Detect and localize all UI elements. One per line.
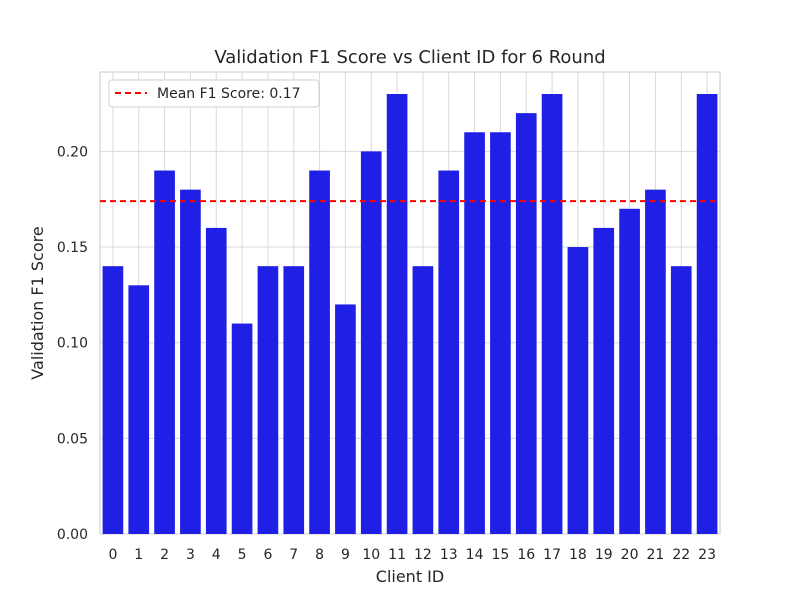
bar-client-3 (180, 189, 201, 535)
bar-client-5 (231, 323, 253, 534)
plot-frame (99, 71, 721, 535)
x-tick-label: 19 (595, 547, 613, 563)
bar-client-19 (593, 227, 615, 535)
x-tick-label: 13 (440, 547, 458, 563)
x-tick-label: 3 (186, 547, 195, 563)
bar-client-13 (438, 170, 460, 535)
x-tick-label: 5 (238, 547, 247, 563)
x-tick-label: 15 (492, 547, 510, 563)
x-tick-label: 2 (160, 547, 169, 563)
x-tick-label: 22 (672, 547, 690, 563)
x-tick-label: 8 (315, 547, 324, 563)
bar-client-0 (102, 266, 124, 534)
bar-client-21 (645, 189, 666, 535)
x-tick-label: 12 (414, 547, 432, 563)
bar-client-18 (567, 247, 589, 535)
x-tick-label: 18 (569, 547, 587, 563)
bar-client-16 (515, 113, 537, 534)
y-tick-label: 0.00 (57, 527, 88, 543)
x-tick-label: 17 (543, 547, 561, 563)
y-tick-label: 0.05 (57, 431, 88, 447)
x-tick-label: 1 (134, 547, 143, 563)
bars (102, 94, 718, 535)
bar-client-15 (490, 132, 511, 534)
x-tick-label: 21 (647, 547, 665, 563)
y-tick-label: 0.20 (57, 144, 88, 160)
x-tick-label: 11 (388, 547, 406, 563)
legend-box (108, 79, 320, 108)
x-tick-label: 23 (698, 547, 716, 563)
bar-client-14 (464, 132, 485, 534)
bar-client-10 (360, 151, 382, 535)
y-tick-label: 0.10 (57, 336, 88, 352)
x-axis: 0 1 2 3 4 5 6 7 8 9 10 11 12 13 14 15 16 17 18 19 20 21 22 23 (108, 547, 716, 563)
bar-client-7 (283, 266, 305, 534)
bar-client-20 (619, 208, 640, 535)
bar-client-1 (128, 285, 150, 534)
legend-mean-line-label: Mean F1 Score: 0.17 (157, 86, 301, 102)
x-tick-label: 16 (517, 547, 535, 563)
bar-client-22 (670, 266, 692, 534)
bar-client-8 (309, 170, 330, 535)
x-axis-label: Client ID (376, 567, 444, 586)
y-tick-label: 0.15 (57, 240, 88, 256)
chart-title: Validation F1 Score vs Client ID for 6 R… (214, 47, 605, 68)
x-tick-label: 14 (466, 547, 484, 563)
bar-client-17 (541, 94, 563, 534)
bar-client-11 (386, 94, 408, 534)
x-tick-label: 10 (362, 547, 380, 563)
legend: Mean F1 Score: 0.17 (108, 79, 320, 108)
bar-client-4 (205, 227, 227, 535)
bar-client-2 (154, 170, 175, 535)
y-axis-label: Validation F1 Score (28, 226, 47, 379)
bar-client-23 (696, 94, 718, 534)
bar-client-12 (412, 266, 434, 534)
x-tick-label: 0 (108, 547, 117, 563)
y-axis: 0.00 0.05 0.10 0.15 0.20 (57, 144, 88, 543)
plot-area (99, 71, 721, 535)
bar-client-9 (335, 304, 356, 534)
x-tick-label: 9 (341, 547, 350, 563)
x-tick-label: 6 (263, 547, 272, 563)
x-tick-label: 4 (212, 547, 221, 563)
bar-client-6 (257, 266, 279, 534)
x-tick-label: 7 (289, 547, 298, 563)
x-tick-label: 20 (621, 547, 639, 563)
